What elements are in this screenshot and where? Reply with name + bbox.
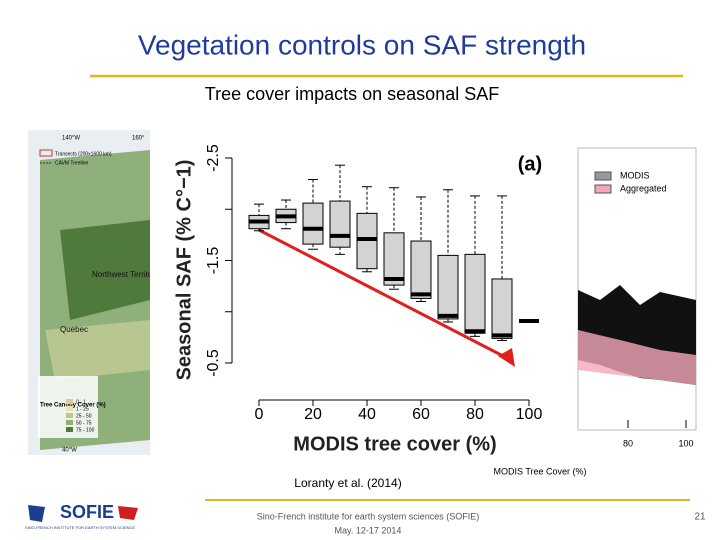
- x-tick-label: 20: [304, 406, 322, 423]
- logo-text: SOFIE: [60, 502, 114, 522]
- canopy-swatch: [66, 427, 73, 432]
- box-group: [491, 195, 513, 341]
- map-place: Quebec: [60, 325, 88, 334]
- x-tick-label: 60: [412, 406, 430, 423]
- box-group: [248, 203, 270, 232]
- box: [356, 212, 378, 270]
- box: [383, 232, 405, 286]
- box-group: [275, 199, 297, 230]
- panel-label: (a): [518, 153, 542, 175]
- trend-arrowhead: [498, 348, 515, 367]
- map-place: Northwest Territories: [92, 270, 165, 279]
- canopy-swatch: [66, 406, 73, 411]
- canopy-class: 75 - 100: [76, 427, 95, 433]
- canopy-class: 25 - 50: [76, 413, 92, 419]
- x-tick-label: 100: [516, 406, 543, 423]
- box: [464, 253, 486, 334]
- map-coord: 160°: [132, 136, 145, 142]
- logo-icon: [118, 506, 138, 520]
- box: [491, 278, 513, 339]
- right-xtick: 100: [678, 438, 693, 448]
- y-axis-label: Seasonal SAF (% C°−1): [173, 160, 195, 381]
- box: [410, 240, 432, 299]
- box-group: [437, 189, 459, 323]
- legend-swatch: [39, 149, 53, 157]
- footer-date: May. 12-17 2014: [335, 525, 402, 535]
- right-legend: Aggregated: [620, 183, 667, 193]
- logo-caption: SINO-FRENCH INSTITUTE FOR EARTH SYSTEM S…: [25, 525, 135, 530]
- slide-title: Vegetation controls on SAF strength: [138, 29, 586, 60]
- box: [302, 202, 324, 245]
- page-number: 21: [694, 512, 706, 523]
- right-panel: [577, 147, 697, 431]
- canopy-class: 1 - 25: [76, 406, 89, 412]
- x-tick-label: 0: [255, 406, 264, 423]
- logo-icon: [28, 505, 45, 522]
- right-xlabel: MODIS Tree Cover (%): [493, 466, 586, 476]
- footer-institute: Sino-French institute for earth system s…: [257, 511, 480, 521]
- right-legend: MODIS: [620, 170, 650, 180]
- x-tick-label: 40: [358, 406, 376, 423]
- box-group: [383, 187, 405, 290]
- box: [437, 254, 459, 320]
- box-group: [356, 186, 378, 273]
- canopy-swatch: [66, 413, 73, 418]
- canopy-class: 0 - 1: [76, 399, 86, 405]
- map-coord: 40°W: [62, 448, 77, 454]
- trend-arrow: [258, 228, 506, 359]
- canopy-swatch: [66, 399, 73, 404]
- y-tick-label: -2.5: [205, 144, 222, 172]
- map-legend: Transects (200x1600 km): [55, 151, 112, 157]
- box-group: [410, 196, 432, 302]
- box-group: [464, 195, 486, 337]
- slide-subtitle: Tree cover impacts on seasonal SAF: [205, 84, 499, 104]
- canopy-swatch: [66, 420, 73, 425]
- canopy-class: 50 - 75: [76, 420, 92, 426]
- map-coord: 140°W: [62, 136, 80, 142]
- map: [28, 130, 153, 455]
- box-group: [302, 179, 324, 250]
- box-group: [329, 164, 351, 255]
- citation: Loranty et al. (2014): [294, 476, 401, 490]
- x-axis-label: MODIS tree cover (%): [293, 433, 496, 455]
- canopy-title: Tree Canopy Cover (%): [40, 403, 106, 409]
- map-legend: CAVM Treeline: [55, 160, 88, 166]
- y-tick-label: -1.5: [205, 247, 222, 275]
- box: [329, 200, 351, 248]
- x-tick-label: 80: [466, 406, 484, 423]
- y-tick-label: -0.5: [205, 349, 222, 377]
- right-xtick: 80: [623, 438, 633, 448]
